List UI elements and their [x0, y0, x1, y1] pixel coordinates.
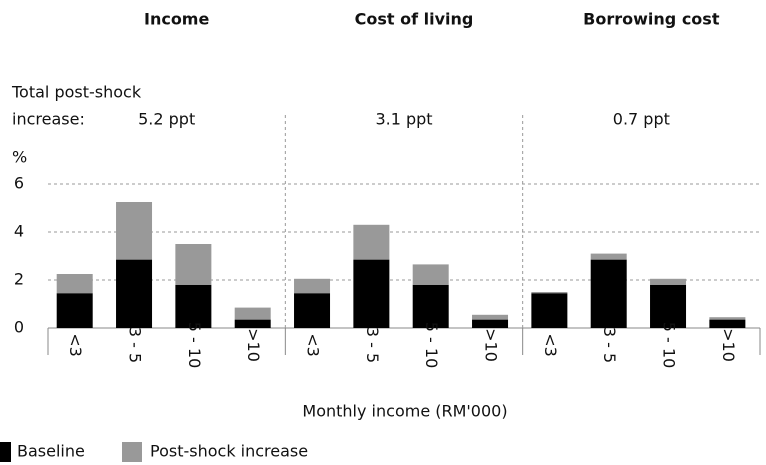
x-tick-label: >10	[482, 328, 501, 362]
bar-segment	[709, 319, 746, 328]
bar-segment	[234, 307, 271, 320]
annotation-label: increase:	[12, 110, 85, 129]
bar-segment	[412, 284, 449, 328]
y-tick-label: 0	[14, 318, 24, 337]
bar-segment	[294, 278, 331, 294]
bar-segment	[116, 259, 153, 328]
bar-segment	[590, 253, 627, 260]
bar-segment	[353, 224, 390, 260]
x-tick-label: 3 - 5	[600, 327, 619, 363]
panel-annotation: 5.2 ppt	[138, 110, 195, 129]
y-axis-label: %	[12, 148, 27, 167]
panel-title: Borrowing cost	[583, 10, 720, 29]
legend-swatch	[0, 442, 11, 462]
x-tick-label: <3	[66, 333, 85, 357]
x-tick-label: <3	[541, 333, 560, 357]
bar-segment	[531, 292, 568, 294]
x-tick-label: 5 - 10	[422, 322, 441, 368]
bar-segment	[175, 284, 212, 328]
x-tick-label: >10	[244, 328, 263, 362]
bar-segment	[412, 264, 449, 285]
y-tick-label: 2	[14, 270, 24, 289]
x-axis-label: Monthly income (RM'000)	[302, 402, 507, 421]
legend-label: Post-shock increase	[150, 442, 308, 461]
x-tick-label: 5 - 10	[660, 322, 679, 368]
bar-segment	[531, 293, 568, 328]
bar-segment	[353, 259, 390, 328]
bar-segment	[472, 314, 509, 320]
bar-segment	[709, 317, 746, 320]
bar-segment	[472, 319, 509, 328]
bar-segment	[56, 274, 93, 294]
x-tick-label: 5 - 10	[185, 322, 204, 368]
bar-segment	[116, 202, 153, 260]
bar-segment	[590, 259, 627, 328]
annotation-label: Total post-shock	[11, 83, 142, 102]
legend-label: Baseline	[17, 442, 85, 461]
x-tick-label: >10	[719, 328, 738, 362]
bar-segment	[650, 278, 687, 285]
panel-annotation: 3.1 ppt	[375, 110, 432, 129]
bar-segment	[650, 284, 687, 328]
panel-annotation: 0.7 ppt	[613, 110, 670, 129]
y-tick-label: 4	[14, 222, 24, 241]
x-tick-label: <3	[304, 333, 323, 357]
bar-segment	[175, 244, 212, 285]
bar-segment	[294, 293, 331, 328]
panel-title: Cost of living	[355, 10, 474, 29]
panel-title: Income	[144, 10, 209, 29]
legend-swatch	[122, 442, 142, 462]
y-tick-label: 6	[14, 174, 24, 193]
bar-segment	[56, 293, 93, 328]
x-tick-label: 3 - 5	[126, 327, 145, 363]
x-tick-label: 3 - 5	[363, 327, 382, 363]
bar-segment	[234, 319, 271, 328]
